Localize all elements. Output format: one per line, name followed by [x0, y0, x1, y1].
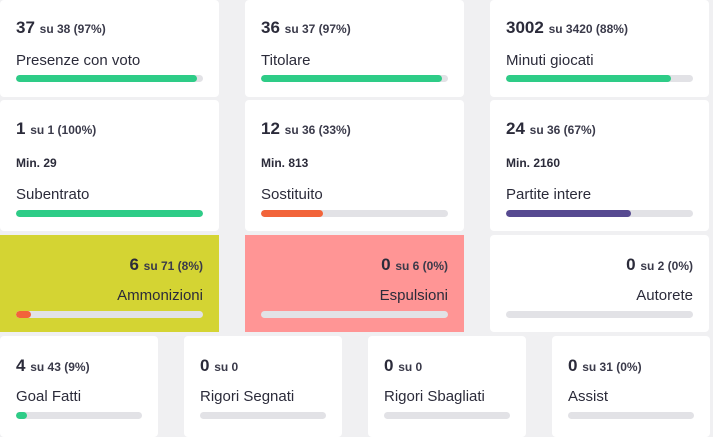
progress-fill: [16, 311, 31, 318]
progress-bar: [261, 311, 448, 318]
stat-value: 36 su 37 (97%): [261, 18, 351, 37]
stat-label: Sostituito: [261, 186, 323, 203]
stat-value: 24 su 36 (67%): [506, 119, 596, 138]
stat-value: 0 su 6 (0%): [381, 255, 448, 274]
stat-label: Rigori Segnati: [200, 388, 295, 405]
stat-value: 37 su 38 (97%): [16, 18, 106, 37]
stat-total: su 71 (8%): [143, 259, 203, 273]
stat-label: Espulsioni: [379, 287, 448, 304]
stat-value: 3002 su 3420 (88%): [506, 18, 628, 37]
stat-total: su 6 (0%): [395, 259, 448, 273]
stat-total: su 0: [398, 360, 423, 374]
stat-value: 0 su 31 (0%): [568, 356, 642, 375]
stat-label: Minuti giocati: [506, 52, 594, 69]
stat-card-goal-fatti: 4 su 43 (9%) Goal Fatti: [0, 336, 158, 437]
progress-bar: [506, 311, 693, 318]
stat-card-rigori-sbagliati: 0 su 0 Rigori Sbagliati: [368, 336, 526, 437]
stat-value: 0 su 0: [384, 356, 423, 375]
stat-total: su 36 (67%): [529, 123, 596, 137]
stat-card-ammonizioni: 6 su 71 (8%) Ammonizioni: [0, 235, 219, 332]
stat-value: 12 su 36 (33%): [261, 119, 351, 138]
progress-bar: [384, 412, 510, 419]
stat-total: su 43 (9%): [30, 360, 90, 374]
stat-total: su 1 (100%): [30, 123, 97, 137]
stat-label: Subentrato: [16, 186, 90, 203]
stat-label: Titolare: [261, 52, 311, 69]
progress-bar: [16, 210, 203, 217]
progress-bar: [16, 311, 203, 318]
progress-bar: [200, 412, 326, 419]
stat-label: Partite intere: [506, 186, 592, 203]
progress-fill: [261, 75, 443, 82]
progress-bar: [568, 412, 694, 419]
progress-fill: [506, 75, 671, 82]
progress-fill: [16, 412, 28, 419]
stat-value: 0 su 2 (0%): [626, 255, 693, 274]
progress-bar: [261, 75, 448, 82]
progress-bar: [506, 210, 693, 217]
stat-minutes: Min. 2160: [506, 156, 561, 170]
stat-total: su 3420 (88%): [548, 22, 628, 36]
stat-value: 0 su 0: [200, 356, 239, 375]
stat-total: su 37 (97%): [284, 22, 351, 36]
stat-card-presenze: 37 su 38 (97%) Presenze con voto: [0, 0, 219, 97]
stat-card-espulsioni: 0 su 6 (0%) Espulsioni: [245, 235, 464, 332]
progress-bar: [261, 210, 448, 217]
stat-label: Goal Fatti: [16, 388, 82, 405]
stat-card-rigori-segnati: 0 su 0 Rigori Segnati: [184, 336, 342, 437]
stat-card-titolare: 36 su 37 (97%) Titolare: [245, 0, 464, 97]
stat-minutes: Min. 29: [16, 156, 57, 170]
stat-card-assist: 0 su 31 (0%) Assist: [552, 336, 710, 437]
stat-label: Autorete: [636, 287, 693, 304]
stat-card-subentrato: 1 su 1 (100%) Min. 29 Subentrato: [0, 100, 219, 231]
stat-total: su 0: [214, 360, 239, 374]
stat-card-partite-intere: 24 su 36 (67%) Min. 2160 Partite intere: [490, 100, 709, 231]
progress-bar: [506, 75, 693, 82]
stat-total: su 38 (97%): [39, 22, 106, 36]
stat-label: Assist: [568, 388, 609, 405]
progress-fill: [16, 75, 198, 82]
stat-label: Ammonizioni: [117, 287, 203, 304]
stat-total: su 31 (0%): [582, 360, 642, 374]
progress-fill: [16, 210, 203, 217]
progress-fill: [261, 210, 323, 217]
stat-total: su 2 (0%): [640, 259, 693, 273]
progress-fill: [506, 210, 632, 217]
progress-bar: [16, 412, 142, 419]
progress-bar: [16, 75, 203, 82]
stat-value: 4 su 43 (9%): [16, 356, 90, 375]
stat-label: Presenze con voto: [16, 52, 141, 69]
stat-value: 1 su 1 (100%): [16, 119, 97, 138]
stat-minutes: Min. 813: [261, 156, 309, 170]
stat-card-autorete: 0 su 2 (0%) Autorete: [490, 235, 709, 332]
stat-label: Rigori Sbagliati: [384, 388, 485, 405]
stat-card-sostituito: 12 su 36 (33%) Min. 813 Sostituito: [245, 100, 464, 231]
stat-total: su 36 (33%): [284, 123, 351, 137]
stat-value: 6 su 71 (8%): [129, 255, 203, 274]
stat-card-minuti: 3002 su 3420 (88%) Minuti giocati: [490, 0, 709, 97]
